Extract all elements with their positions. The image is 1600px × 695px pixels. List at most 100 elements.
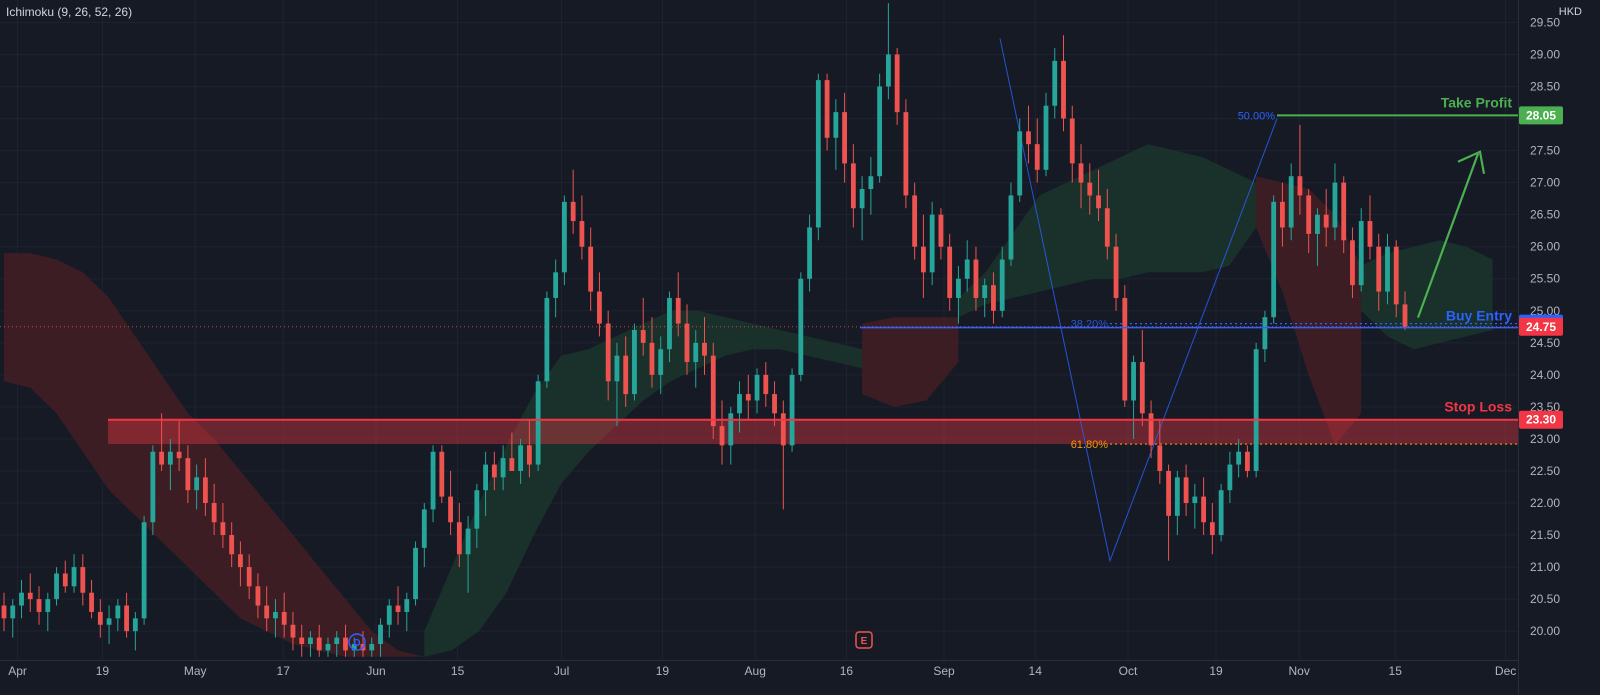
price-tick-label: 26.50 [1530, 208, 1560, 222]
candle-down [1183, 477, 1189, 504]
indicator-legend[interactable]: Ichimoku (9, 26, 52, 26) [6, 5, 133, 19]
price-tick-label: 24.00 [1530, 368, 1560, 382]
candle-down [1026, 131, 1031, 145]
candle-up [45, 599, 51, 612]
candle-up [404, 599, 410, 612]
candle-up [413, 547, 418, 600]
time-tick-label: 16 [840, 664, 854, 678]
candle-up [1192, 496, 1198, 504]
candle-down [316, 637, 322, 651]
price-tick-label: 28.50 [1530, 80, 1560, 94]
candle-up [474, 490, 480, 529]
price-tick-label: 21.00 [1530, 560, 1560, 574]
candle-down [1034, 144, 1040, 170]
candle-up [737, 394, 742, 414]
candle-up [807, 227, 812, 279]
fib-label-61-8: 61.80% [1071, 439, 1109, 451]
candle-up [167, 451, 173, 465]
candle-down [1078, 163, 1084, 183]
candle-up [815, 80, 821, 228]
candle-down [1148, 413, 1154, 446]
stop-loss-zone [108, 419, 1518, 445]
candle-up [1332, 182, 1338, 228]
candle-up [754, 374, 760, 401]
candle-down [491, 464, 497, 478]
price-tick-label: 23.00 [1530, 432, 1560, 446]
price-tick-label: 20.00 [1530, 624, 1560, 638]
candle-down [1122, 297, 1128, 401]
time-tick-label: 15 [451, 664, 465, 678]
time-tick-label: Apr [8, 664, 27, 678]
fib-label-50: 50.00% [1238, 110, 1276, 122]
candle-up [386, 605, 392, 625]
candle-down [264, 605, 270, 619]
target-arrow-head [1457, 150, 1486, 174]
candle-up [54, 573, 59, 600]
candle-down [89, 592, 94, 612]
candle-down [1096, 195, 1101, 209]
candle-up [273, 611, 278, 619]
candle-down [509, 458, 515, 471]
candle-up [378, 624, 383, 644]
currency-label: HKD [1558, 6, 1582, 18]
candle-down [1139, 362, 1145, 414]
candle-up [115, 605, 121, 619]
price-scale-border [1518, 0, 1519, 695]
buy-entry-label: Buy Entry [1446, 308, 1512, 324]
time-tick-label: Jun [366, 664, 385, 678]
candle-up [868, 176, 874, 190]
candle-up [964, 259, 970, 279]
time-axis[interactable]: Apr 19 May 17 Jun 15 Jul 19 Aug 16 Sep 14 Oct 19 Nov 15… [8, 664, 1516, 678]
candle-down [1087, 182, 1093, 196]
candle-down [238, 554, 243, 568]
candle-down [719, 426, 725, 446]
price-tick-label: 27.00 [1530, 176, 1560, 190]
candle-up [465, 528, 471, 555]
earnings-marker[interactable] [855, 631, 873, 649]
candle-down [920, 246, 926, 273]
price-tick-label: 22.00 [1530, 496, 1560, 510]
candle-down [912, 195, 918, 247]
candle-up [71, 567, 77, 587]
candle-down [1341, 182, 1347, 241]
candle-up [982, 285, 988, 298]
candle-down [623, 355, 629, 395]
candle-up [877, 86, 883, 177]
dividend-marker-text: D [353, 638, 360, 649]
candle-down [159, 451, 165, 465]
candle-down [1376, 246, 1382, 292]
candle-up [141, 522, 147, 619]
candle-down [1350, 240, 1355, 286]
fibonacci-retracement: 50.00% 38.20% 61.80% [999, 38, 1518, 563]
price-tick-label: 29.00 [1530, 47, 1560, 61]
candle-down [1402, 304, 1408, 327]
candle-down [1323, 214, 1329, 228]
candle-down [1113, 246, 1119, 298]
candle-down [448, 496, 453, 523]
candle-up [535, 381, 541, 465]
candle-up [500, 458, 506, 478]
candle-up [1008, 195, 1014, 260]
time-tick-label: 14 [1029, 664, 1043, 678]
earnings-marker-text: E [861, 636, 868, 647]
take-profit-price-badge-text: 28.05 [1526, 108, 1556, 122]
candle-down [684, 323, 690, 363]
time-tick-label: 19 [1209, 664, 1223, 678]
dividend-marker[interactable] [348, 633, 366, 651]
candle-up [1043, 105, 1049, 170]
candle-down [255, 586, 261, 606]
time-tick-label: Jul [554, 664, 569, 678]
candle-down [903, 112, 909, 196]
candle-down [1393, 246, 1399, 305]
candle-down [570, 201, 576, 222]
candle-up [561, 201, 567, 273]
candle-up [19, 592, 24, 606]
candle-down [211, 503, 217, 523]
cloud-bullish-segment [424, 310, 863, 657]
candle-down [202, 477, 208, 504]
candle-down [894, 54, 900, 113]
candle-up [421, 509, 427, 548]
candle-down [710, 355, 716, 427]
price-axis[interactable]: 29.5029.0028.5028.0027.5027.0026.5026.00… [1519, 15, 1563, 638]
